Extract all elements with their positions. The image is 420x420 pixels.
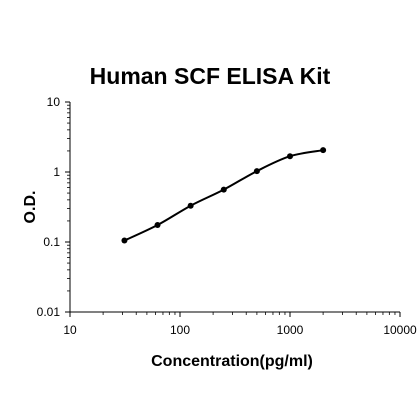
- x-tick-label: 10: [63, 323, 77, 337]
- x-axis-title: Concentration(pg/ml): [151, 353, 313, 370]
- data-point: [253, 168, 260, 175]
- data-point: [220, 186, 227, 193]
- y-tick-label: 0.01: [37, 305, 61, 319]
- data-point: [320, 147, 327, 154]
- chart-title: Human SCF ELISA Kit: [90, 63, 331, 89]
- y-tick-label: 10: [47, 95, 61, 109]
- data-point: [287, 153, 293, 160]
- y-tick-label: 1: [53, 165, 60, 179]
- tick-labels: 0.01 0.1 1 10 10 100 1000 10000: [37, 95, 417, 337]
- data-point: [187, 202, 194, 209]
- fit-curve: [124, 149, 324, 242]
- x-tick-label: 10000: [383, 323, 417, 337]
- y-tick-label: 0.1: [43, 235, 60, 249]
- series-layer: [121, 147, 327, 244]
- x-tick-label: 100: [170, 323, 190, 337]
- axes: [65, 101, 401, 317]
- data-point: [121, 237, 128, 244]
- data-point: [154, 221, 161, 228]
- y-axis-title: O.D.: [22, 191, 39, 224]
- x-tick-label: 1000: [277, 323, 304, 337]
